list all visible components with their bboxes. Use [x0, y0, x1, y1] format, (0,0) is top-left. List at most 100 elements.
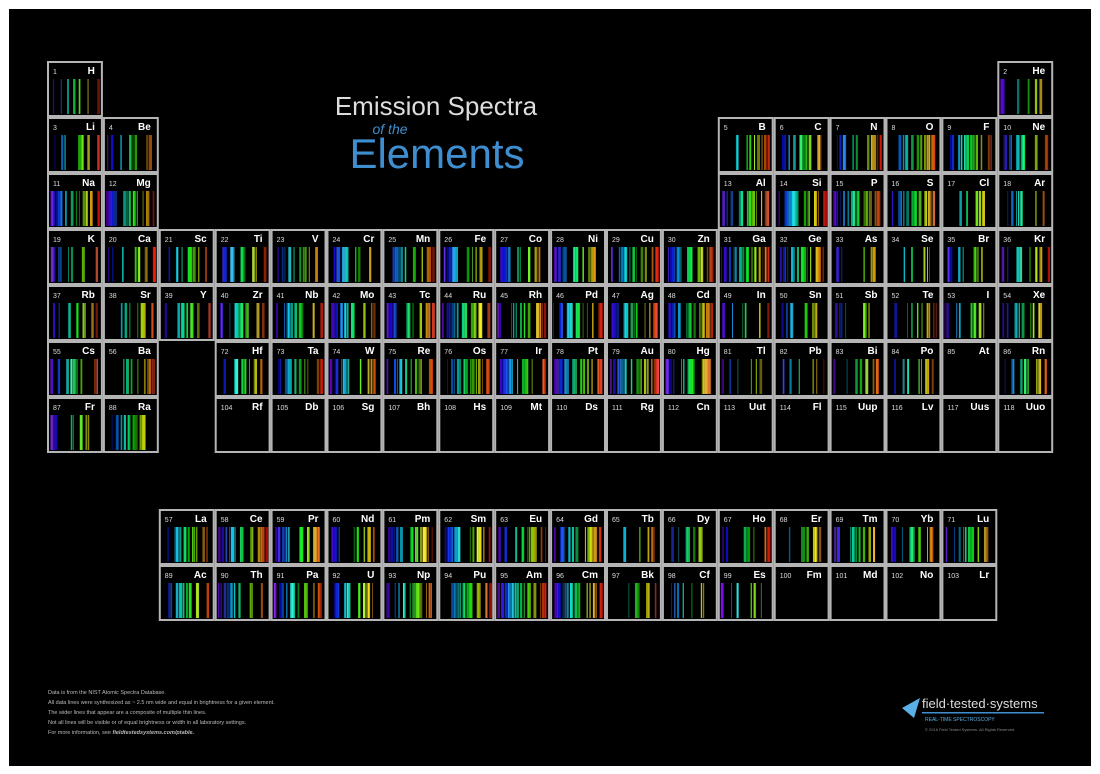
- element-symbol: No: [920, 570, 933, 581]
- atomic-number: 101: [836, 573, 848, 580]
- spectral-line: [813, 191, 817, 226]
- spectral-line: [855, 359, 858, 394]
- spectral-line: [460, 359, 462, 394]
- spectral-line: [733, 247, 735, 282]
- spectral-line: [616, 303, 619, 338]
- spectral-line: [52, 415, 56, 450]
- spectral-line: [837, 135, 838, 170]
- spectral-line: [288, 247, 290, 282]
- element-cell: 13 Al: [717, 173, 774, 229]
- spectral-line: [973, 247, 977, 282]
- spectral-line: [1016, 79, 1020, 114]
- spectral-line: [543, 303, 547, 338]
- spectral-line: [304, 359, 306, 394]
- spectral-line: [959, 191, 961, 226]
- spectral-line: [428, 359, 432, 394]
- spectral-line: [693, 527, 696, 562]
- spectral-line: [846, 359, 848, 394]
- spectral-line: [835, 191, 837, 226]
- spectral-line: [394, 583, 396, 618]
- spectral-line: [788, 135, 790, 170]
- spectral-line: [625, 359, 626, 394]
- copyright: © 2016 Field Tested Systems. All Rights …: [925, 727, 1015, 732]
- spectral-line: [580, 359, 582, 394]
- spectral-line: [96, 359, 98, 394]
- spectral-line: [220, 583, 222, 618]
- spectral-line: [962, 247, 964, 282]
- spectral-line: [451, 303, 455, 338]
- spectral-line: [467, 247, 470, 282]
- spectral-line: [682, 583, 684, 618]
- spectral-line: [688, 247, 692, 282]
- spectral-line: [1024, 359, 1027, 394]
- spectral-line: [805, 135, 808, 170]
- spectral-line: [129, 303, 131, 338]
- spectral-line: [373, 303, 376, 338]
- spectral-line: [153, 359, 156, 394]
- spectral-line: [618, 247, 620, 282]
- spectral-line: [177, 303, 181, 338]
- spectral-line: [1029, 247, 1031, 282]
- spectral-line: [874, 191, 877, 226]
- cell-border: [941, 341, 998, 397]
- spectral-line: [556, 359, 560, 394]
- element-symbol: O: [926, 122, 934, 133]
- spectral-line: [671, 303, 674, 338]
- element-cell: 103 Lr: [941, 565, 998, 621]
- spectral-line: [790, 359, 792, 394]
- spectral-line: [414, 527, 418, 562]
- element-symbol: Na: [82, 178, 95, 189]
- spectral-line: [787, 247, 789, 282]
- spectral-line: [360, 359, 362, 394]
- spectral-line: [370, 303, 373, 338]
- spectral-line: [363, 583, 366, 618]
- spectral-line: [762, 247, 764, 282]
- spectral-line: [746, 191, 749, 226]
- spectral-line: [289, 247, 291, 282]
- spectral-line: [625, 359, 627, 394]
- element-symbol: Np: [417, 570, 430, 581]
- spectral-line: [569, 303, 572, 338]
- spectral-line: [643, 359, 647, 394]
- spectral-line: [528, 583, 531, 618]
- spectral-line: [799, 135, 803, 170]
- spectral-line: [388, 583, 390, 618]
- spectral-line: [288, 527, 290, 562]
- spectral-line: [111, 415, 113, 450]
- spectral-line: [721, 247, 722, 282]
- element-cell: 101 Md: [829, 565, 886, 621]
- spectral-line: [553, 303, 554, 338]
- element-symbol: Mo: [360, 290, 374, 301]
- spectral-line: [50, 247, 54, 282]
- spectral-line: [865, 359, 869, 394]
- spectral-line: [1000, 79, 1003, 114]
- spectral-line: [782, 247, 785, 282]
- atomic-number: 20: [109, 237, 117, 244]
- spectral-line: [926, 303, 928, 338]
- spectral-line: [740, 247, 743, 282]
- spectral-line: [722, 527, 724, 562]
- spectral-line: [917, 303, 919, 338]
- spectral-line: [468, 583, 472, 618]
- spectral-line: [859, 359, 863, 394]
- spectral-line: [982, 191, 985, 226]
- element-symbol: Cf: [699, 570, 710, 581]
- spectral-line: [512, 303, 515, 338]
- spectral-line: [281, 247, 284, 282]
- spectral-line: [453, 303, 456, 338]
- spectral-line: [287, 527, 290, 562]
- spectral-line: [651, 247, 654, 282]
- spectral-line: [373, 527, 375, 562]
- spectral-line: [700, 583, 702, 618]
- spectral-line: [973, 303, 975, 338]
- spectral-line: [515, 303, 517, 338]
- spectral-line: [1007, 247, 1009, 282]
- spectral-line: [702, 583, 705, 618]
- spectral-line: [466, 247, 468, 282]
- cell-border: [885, 397, 942, 453]
- spectral-line: [454, 527, 458, 562]
- element-symbol: Pu: [473, 570, 486, 581]
- spectral-line: [459, 583, 462, 618]
- spectral-line: [970, 527, 974, 562]
- spectral-line: [485, 583, 488, 618]
